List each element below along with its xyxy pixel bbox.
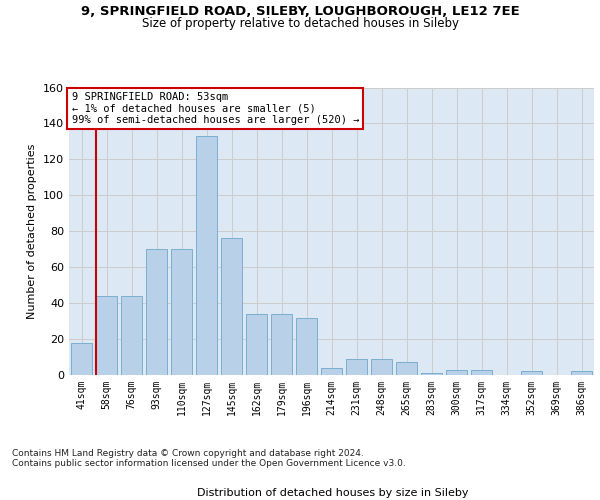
Text: 9 SPRINGFIELD ROAD: 53sqm
← 1% of detached houses are smaller (5)
99% of semi-de: 9 SPRINGFIELD ROAD: 53sqm ← 1% of detach… [71, 92, 359, 125]
Bar [96, 296, 117, 375]
Bar [346, 359, 367, 375]
Bar [121, 296, 142, 375]
Bar [396, 362, 417, 375]
Bar [471, 370, 492, 375]
Bar [371, 359, 392, 375]
Bar [521, 372, 542, 375]
Y-axis label: Number of detached properties: Number of detached properties [28, 144, 37, 319]
Bar [571, 372, 592, 375]
Bar [221, 238, 242, 375]
Bar [421, 373, 442, 375]
Bar [71, 342, 92, 375]
Bar [146, 249, 167, 375]
Bar [246, 314, 267, 375]
Bar [171, 249, 192, 375]
Bar [446, 370, 467, 375]
Bar [271, 314, 292, 375]
Text: Distribution of detached houses by size in Sileby: Distribution of detached houses by size … [197, 488, 469, 498]
Text: Size of property relative to detached houses in Sileby: Size of property relative to detached ho… [142, 18, 458, 30]
Text: Contains public sector information licensed under the Open Government Licence v3: Contains public sector information licen… [12, 458, 406, 468]
Bar [296, 318, 317, 375]
Bar [321, 368, 342, 375]
Text: 9, SPRINGFIELD ROAD, SILEBY, LOUGHBOROUGH, LE12 7EE: 9, SPRINGFIELD ROAD, SILEBY, LOUGHBOROUG… [80, 5, 520, 18]
Bar [196, 136, 217, 375]
Text: Contains HM Land Registry data © Crown copyright and database right 2024.: Contains HM Land Registry data © Crown c… [12, 448, 364, 458]
